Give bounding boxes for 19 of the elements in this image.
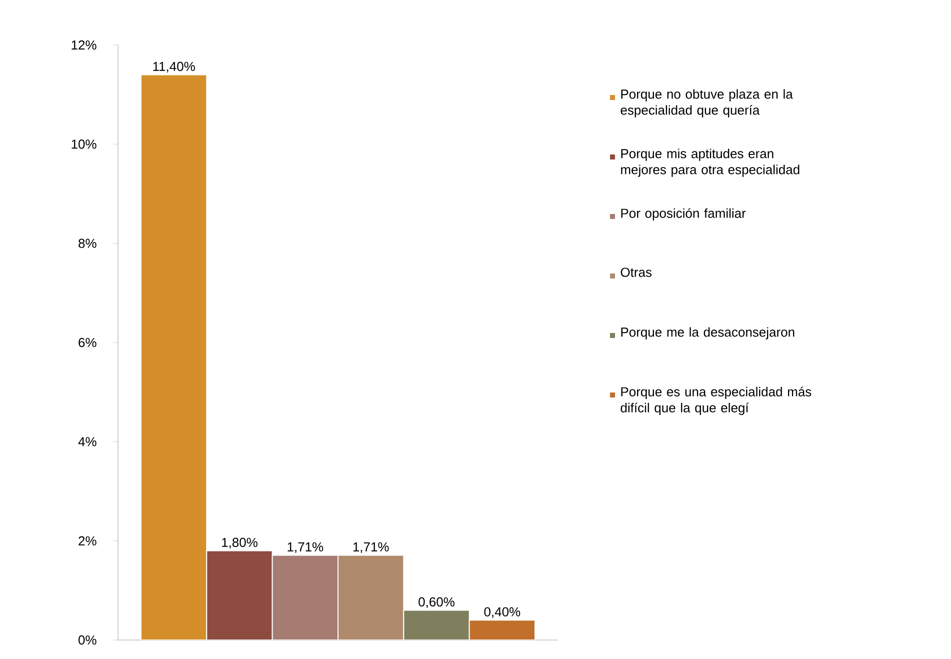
data-label: 1,71% [353, 542, 389, 554]
y-tick-label: 12% [72, 40, 96, 50]
y-tick-label: 4% [78, 437, 96, 446]
y-tick-label: 8% [78, 238, 96, 248]
legend-label: Porque mis aptitudes eran mejores para otra especialidad [621, 148, 800, 177]
legend-label: Por oposición familiar [621, 208, 746, 220]
y-tick-label: 6% [78, 338, 96, 348]
legend-label: Porque es una especialidad más difícil que la que elegí [620, 386, 812, 415]
data-label: 0,40% [484, 607, 520, 618]
y-tick-label: 10% [72, 140, 96, 149]
y-tick-label: 2% [78, 536, 96, 546]
data-label: 1,80% [222, 538, 258, 549]
legend-label: Porque me la desaconsejaron [621, 327, 794, 340]
legend-label: Otras [620, 268, 652, 277]
data-label: 1,71% [288, 542, 324, 554]
data-label: 11,40% [153, 62, 195, 73]
legend-label: Porque no obtuve plaza en la especialidad que quería [620, 89, 793, 118]
data-label: 0,60% [418, 597, 454, 608]
y-tick-label: 0% [78, 635, 96, 645]
